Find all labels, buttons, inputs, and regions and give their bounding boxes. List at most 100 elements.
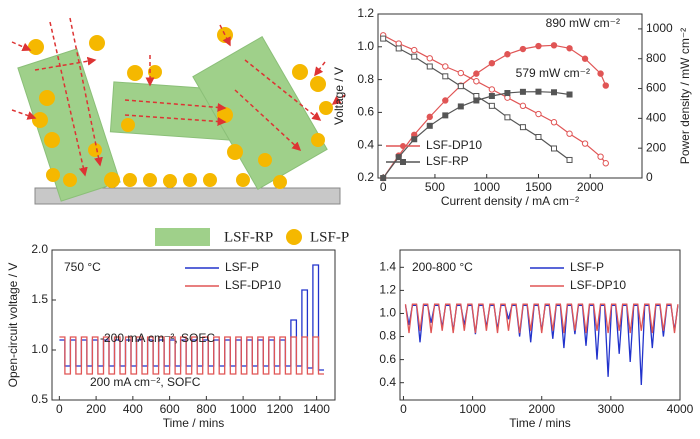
point	[395, 154, 402, 161]
y-axis-label: Open-circuit voltage / V	[6, 263, 20, 388]
series-line	[382, 44, 607, 179]
point	[535, 134, 542, 140]
point	[602, 82, 609, 89]
x-tick-label: 400	[123, 402, 143, 416]
series-line	[404, 303, 679, 334]
point	[457, 83, 464, 90]
point	[411, 46, 418, 54]
y-tick-label: 1.0	[379, 306, 396, 320]
point	[535, 88, 542, 95]
point	[411, 136, 418, 143]
legend-swatch	[286, 229, 302, 245]
point	[457, 69, 465, 77]
series-line	[382, 34, 607, 164]
legend-label: LSF-P	[225, 260, 259, 274]
point	[519, 88, 526, 95]
flux-arrows	[11, 17, 346, 177]
y-tick-label: 1.4	[379, 259, 396, 273]
x-tick-label: 500	[425, 180, 445, 194]
point	[597, 153, 604, 160]
point	[566, 130, 573, 137]
x-tick-label: 1400	[303, 402, 330, 416]
point	[457, 103, 464, 110]
legend-swatch	[155, 228, 210, 246]
y-tick-label: 0.8	[379, 329, 396, 343]
point	[551, 145, 557, 152]
point	[380, 175, 387, 181]
point	[550, 119, 558, 126]
point	[473, 78, 480, 85]
x-tick-label: 0	[380, 180, 387, 194]
point	[426, 55, 433, 62]
x-tick-label: 600	[160, 402, 180, 416]
legend-label: LSF-DP10	[225, 278, 281, 292]
point	[535, 42, 542, 50]
legend-label: LSF-P	[570, 260, 604, 274]
legend-label: LSF-RP	[426, 154, 469, 168]
p-particles	[28, 27, 333, 189]
point	[442, 63, 449, 70]
x-axis-label: Current density / mA cm⁻²	[441, 194, 579, 208]
point	[519, 45, 527, 53]
point	[504, 90, 511, 97]
point	[581, 55, 589, 62]
plot-frame	[377, 13, 643, 179]
y2-axis-label: Power density / mW cm⁻²	[678, 28, 692, 164]
y-tick-label: 1.2	[379, 283, 396, 297]
x-tick-label: 1500	[525, 180, 552, 194]
x-tick-label: 2000	[577, 180, 604, 194]
annotation: 579 mW cm⁻²	[516, 66, 590, 80]
y-tick-label: 0.4	[379, 375, 396, 389]
series-line	[404, 304, 679, 386]
plot-frame	[399, 249, 681, 401]
y2-tick-label: 200	[646, 140, 666, 154]
legend-marker	[400, 159, 406, 165]
point	[380, 35, 387, 42]
legend-marker	[400, 143, 406, 149]
point	[504, 51, 511, 58]
x-tick-label: 2000	[528, 402, 555, 416]
annotation: 200-800 °C	[412, 260, 473, 274]
point	[395, 45, 402, 52]
point	[442, 112, 449, 119]
point	[426, 122, 433, 129]
point	[519, 102, 527, 110]
point	[504, 114, 511, 121]
annotation: -200 mA cm⁻², SOEC	[100, 331, 215, 345]
point	[488, 93, 495, 99]
point	[488, 86, 496, 93]
y-tick-label: 0.8	[357, 72, 374, 86]
legend-label: LSF-RP	[224, 229, 273, 245]
y-tick-label: 1.0	[31, 342, 48, 356]
x-tick-label: 1000	[473, 180, 500, 194]
point	[473, 70, 480, 77]
series-line	[59, 336, 324, 375]
y-tick-label: 0.4	[357, 137, 374, 151]
point	[442, 73, 449, 80]
point	[426, 63, 433, 70]
point	[488, 60, 496, 67]
point	[411, 53, 418, 60]
point	[581, 140, 589, 147]
point	[535, 110, 542, 118]
x-tick-label: 800	[196, 402, 216, 416]
point	[488, 102, 495, 109]
y2-tick-label: 600	[646, 81, 666, 95]
y-axis-label: Voltage / V	[332, 67, 346, 125]
point	[566, 91, 573, 98]
x-tick-label: 200	[86, 402, 106, 416]
point	[551, 89, 557, 96]
y2-tick-label: 800	[646, 51, 666, 65]
x-tick-label: 1000	[230, 402, 257, 416]
x-tick-label: 3000	[598, 402, 625, 416]
y2-tick-label: 0	[646, 170, 653, 184]
y2-tick-label: 1000	[646, 21, 673, 35]
x-axis-label: Time / mins	[509, 416, 571, 430]
y-tick-label: 0.5	[31, 392, 48, 406]
point	[566, 156, 573, 163]
rp-grain	[192, 36, 328, 190]
annotation: 200 mA cm⁻², SOFC	[90, 375, 201, 389]
x-tick-label: 4000	[667, 402, 694, 416]
x-tick-label: 1000	[459, 402, 486, 416]
x-tick-label: 0	[400, 402, 407, 416]
